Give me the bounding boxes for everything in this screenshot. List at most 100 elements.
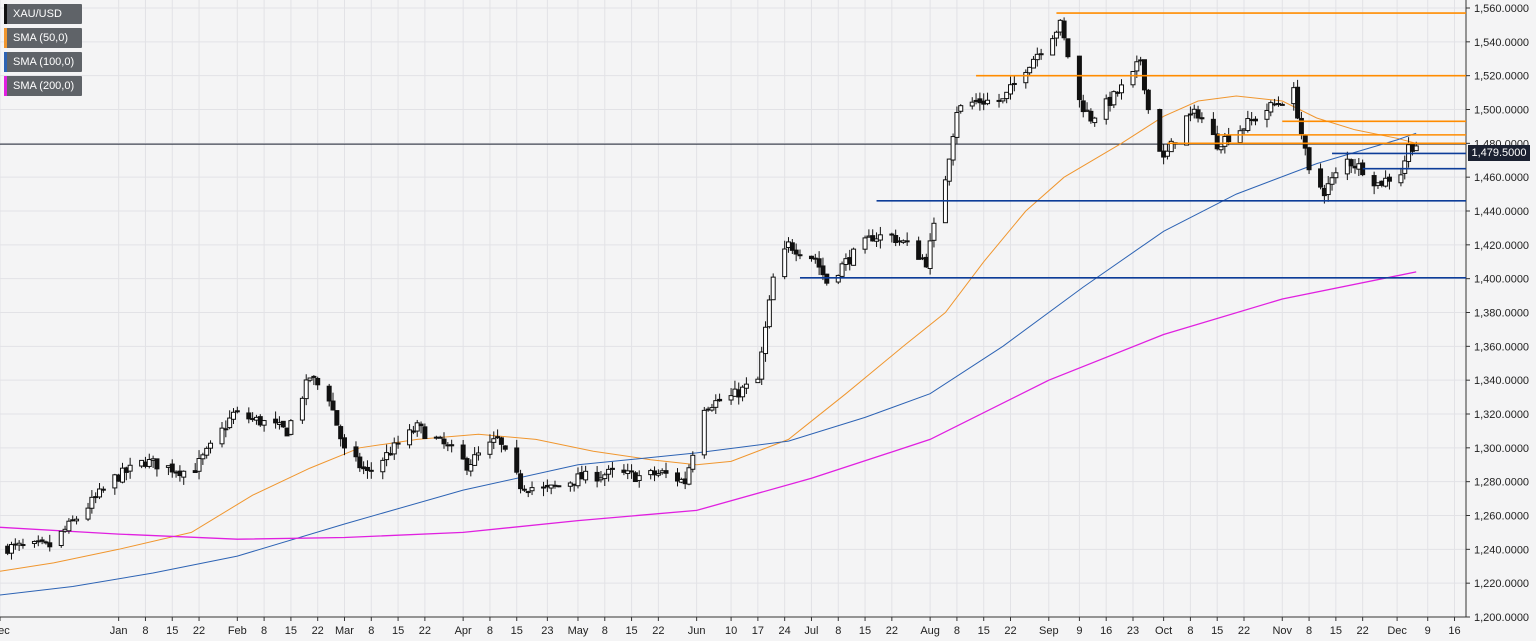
candle-bearish [338,426,344,440]
legend-swatch [4,76,7,96]
legend-label: XAU/USD [13,8,62,20]
legend-item-symbol[interactable]: XAU/USD [4,4,83,24]
x-tick-label: Feb [228,625,247,637]
candle-bullish [414,422,420,432]
candle-bearish [816,258,822,268]
candle-bullish [66,520,72,532]
candle-bullish [1398,174,1404,184]
x-tick-label: 16 [1100,625,1112,637]
candle-bullish [839,263,845,277]
current-price-tag: 1,479.5000 [1468,145,1530,161]
candle-bullish [1130,70,1136,86]
candle-bullish [261,420,267,426]
candle-bearish [334,410,340,426]
candle-bearish [889,233,895,236]
candle-bearish [154,458,160,470]
y-tick-label: 1,400.0000 [1474,274,1529,286]
x-tick-label: 22 [1357,625,1369,637]
candle-bullish [303,379,309,400]
y-tick-label: 1,300.0000 [1474,443,1529,455]
candle-bullish [556,485,562,488]
candle-bearish [437,436,443,439]
candle-bullish [1264,109,1270,120]
candle-bullish [89,496,95,509]
candle-bullish [1413,145,1419,152]
candle-bullish [606,468,612,475]
candle-bearish [441,438,447,445]
candle-bearish [1306,147,1312,171]
candle-bearish [916,240,922,260]
candlesticks [5,17,1419,560]
candle-bullish [1325,183,1331,196]
candle-bearish [449,444,455,447]
candle-bullish [529,487,535,492]
candle-bearish [1210,118,1216,136]
candle-bearish [502,445,508,450]
candle-bullish [686,467,692,485]
candle-bearish [1295,86,1301,119]
x-tick-label: 8 [261,625,267,637]
candle-bearish [1214,133,1220,150]
y-tick-label: 1,280.0000 [1474,477,1529,489]
candle-bearish [1199,117,1205,120]
x-tick-label: 24 [779,625,791,637]
legend-swatch [4,4,7,24]
candle-bullish [1184,115,1190,146]
legend-item-sma100[interactable]: SMA (100,0) [4,52,83,72]
candle-bullish [759,351,765,380]
candle-bullish [770,276,776,301]
x-tick-label: 23 [1127,625,1139,637]
x-tick-label: Mar [335,625,354,637]
y-tick-label: 1,340.0000 [1474,375,1529,387]
legend-swatch [4,28,7,48]
candle-bullish [380,459,386,473]
candle-bullish [950,136,956,161]
x-tick-label: Jul [804,625,818,637]
x-tick-label: 23 [541,625,553,637]
candle-bearish [39,539,45,542]
candle-bearish [652,470,658,476]
candle-bullish [755,378,761,384]
candle-bullish [1092,117,1098,124]
x-tick-label: 22 [193,625,205,637]
candle-bearish [1141,59,1147,91]
candle-bearish [330,400,336,411]
candle-bearish [674,472,680,482]
candle-bullish [1245,118,1251,132]
legend-item-sma50[interactable]: SMA (50,0) [4,28,83,48]
candle-bearish [514,447,520,473]
candle-bullish [1084,109,1090,112]
candle-bearish [663,470,669,474]
candle-bullish [1000,98,1006,102]
candle-bearish [341,437,347,449]
candle-bearish [870,235,876,242]
candle-bearish [169,463,175,473]
candle-bullish [1103,98,1109,120]
candle-bearish [893,235,899,244]
candle-bullish [583,470,589,481]
x-tick-label: 15 [166,625,178,637]
candle-bullish [931,222,937,241]
candle-bearish [629,470,635,473]
x-tick-label: 17 [752,625,764,637]
candle-bullish [85,507,91,520]
legend-item-sma200[interactable]: SMA (200,0) [4,76,83,96]
candle-bullish [8,544,14,554]
x-tick-label: Oct [1155,625,1172,637]
x-tick-label: 8 [1187,625,1193,637]
x-tick-label: Apr [455,625,472,637]
candle-bullish [1030,58,1036,69]
candle-bullish [1134,61,1140,72]
candle-bullish [384,452,390,461]
candle-bearish [1011,82,1017,85]
candle-bullish [1279,103,1285,106]
candle-bearish [47,542,53,548]
candle-bullish [713,400,719,408]
candle-bullish [1023,71,1029,84]
y-tick-label: 1,380.0000 [1474,308,1529,320]
candle-bullish [407,429,413,446]
x-tick-label: Dec [1387,625,1407,637]
legend-label: SMA (100,0) [13,56,75,68]
candle-bullish [763,326,769,355]
